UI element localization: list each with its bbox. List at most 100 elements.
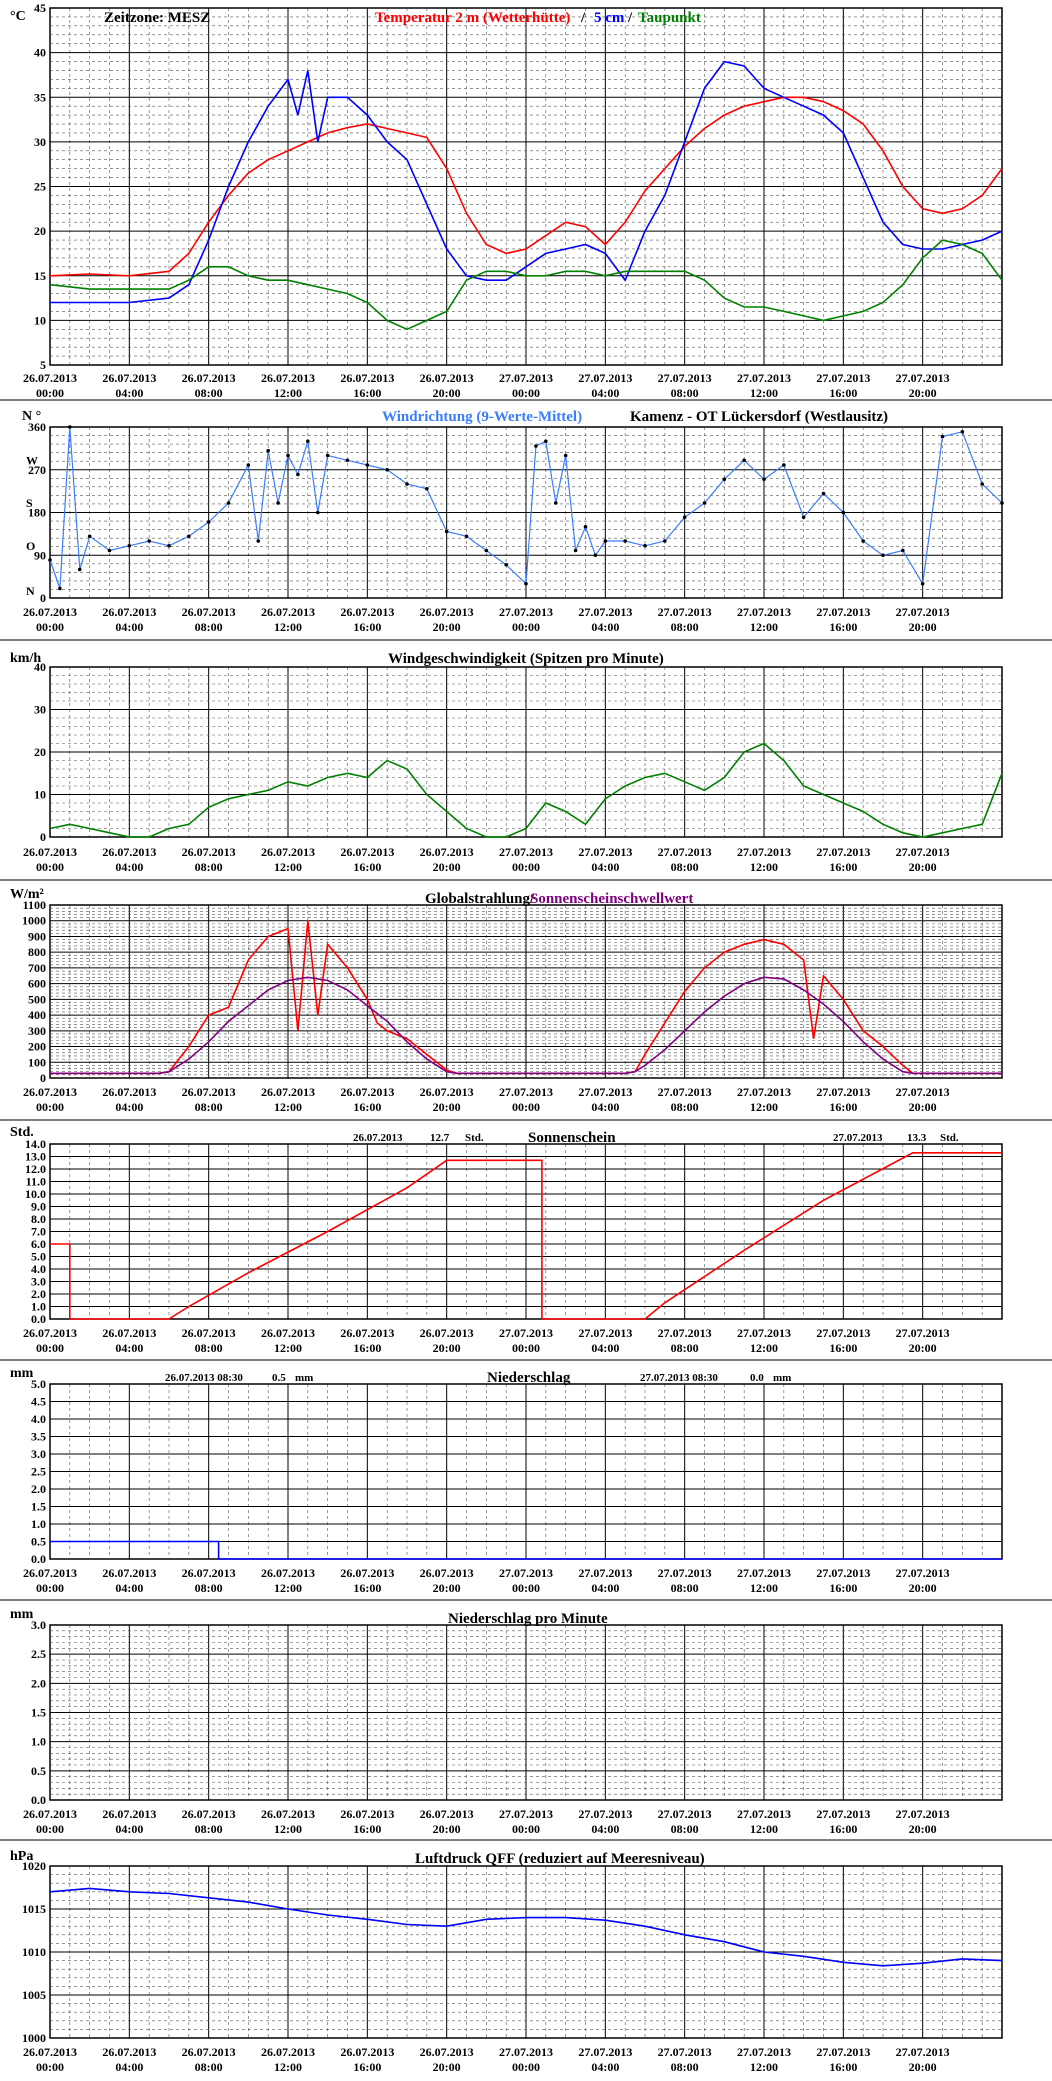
x-tick-time: 04:00	[591, 1822, 619, 1836]
x-tick-date: 27.07.2013	[896, 605, 950, 619]
x-tick-time: 08:00	[671, 620, 699, 634]
y-tick-label: 35	[34, 90, 46, 104]
x-tick-time: 08:00	[195, 620, 223, 634]
y-tick-label: 90	[34, 548, 46, 562]
x-tick-time: 12:00	[750, 1581, 778, 1595]
y-tick-label: 1000	[22, 914, 46, 928]
y-tick-label: 3.0	[31, 1618, 46, 1632]
y-tick-label: 7.0	[31, 1225, 46, 1239]
precip-minute-y-ticks: 0.0 0.5 1.0 1.5 2.0 2.5 3.0	[31, 1618, 46, 1807]
x-tick-time: 00:00	[512, 620, 540, 634]
x-tick-date: 27.07.2013	[658, 2045, 712, 2059]
precip-total-value-2: 0.0	[750, 1372, 764, 1384]
wind-speed-marks	[49, 742, 1003, 838]
y-tick-label: 200	[28, 1040, 46, 1054]
data-point	[841, 510, 846, 515]
x-tick-date: 27.07.2013	[658, 1326, 712, 1340]
y-tick-label: 11.0	[26, 1175, 46, 1189]
x-tick-date: 26.07.2013	[102, 1807, 156, 1821]
x-tick-time: 00:00	[512, 2060, 540, 2074]
data-point	[980, 482, 984, 486]
data-point	[127, 543, 132, 548]
y-tick-label: 3.0	[31, 1447, 46, 1461]
x-tick-time: 08:00	[195, 1341, 223, 1355]
data-point	[901, 548, 905, 553]
precipitation-y-ticks: 0.0 0.5 1.0 1.5 2.0 2.5 3.0 3.5 4.0 4.5 5.0	[31, 1377, 46, 1566]
x-tick-date: 26.07.2013	[102, 371, 156, 385]
x-tick-time: 08:00	[195, 1581, 223, 1595]
x-tick-date: 27.07.2013	[658, 1085, 712, 1099]
timezone-label: Zeitzone: MESZ	[104, 10, 210, 26]
x-tick-time: 00:00	[512, 1581, 540, 1595]
x-tick-time: 16:00	[829, 1100, 857, 1114]
x-tick-time: 12:00	[750, 1100, 778, 1114]
y-tick-label: 360	[28, 420, 46, 434]
x-tick-time: 12:00	[274, 386, 302, 400]
pressure-marks	[49, 1887, 1003, 1967]
y-tick-label: 300	[28, 1024, 46, 1038]
data-point	[663, 539, 667, 543]
temperature-marks	[49, 60, 1003, 331]
data-point	[296, 472, 300, 477]
x-tick-time: 00:00	[36, 620, 64, 634]
x-tick-time: 00:00	[512, 1822, 540, 1836]
x-tick-time: 08:00	[195, 860, 223, 874]
y-tick-label: 4.0	[31, 1262, 46, 1276]
pressure-grid	[49, 1865, 1003, 2039]
y-tick-label: 2.0	[31, 1287, 46, 1301]
y-tick-label: 1010	[22, 1945, 46, 1959]
y-tick-label: 10.0	[25, 1187, 46, 1201]
x-tick-time: 16:00	[829, 620, 857, 634]
wind-speed-x-ticks: 26.07.201300:0026.07.201304:0026.07.2013…	[23, 845, 950, 874]
data-point	[623, 539, 627, 543]
y-tick-label: 20	[34, 224, 46, 238]
data-point	[920, 581, 925, 586]
series-line-niederschlag	[50, 1540, 1002, 1560]
data-point	[940, 434, 945, 439]
x-tick-date: 27.07.2013	[816, 1326, 870, 1340]
x-tick-date: 26.07.2013	[340, 1566, 394, 1580]
x-tick-date: 26.07.2013	[23, 2045, 77, 2059]
precip-total-unit-2: mm	[773, 1372, 791, 1384]
x-tick-time: 12:00	[274, 620, 302, 634]
data-point	[405, 482, 409, 486]
x-tick-time: 20:00	[433, 386, 461, 400]
precip-minute-title: Niederschlag pro Minute	[448, 1611, 608, 1627]
precip-total-unit-1: mm	[295, 1372, 313, 1384]
precipitation-x-ticks: 26.07.201300:0026.07.201304:0026.07.2013…	[23, 1566, 950, 1595]
x-tick-time: 04:00	[591, 1341, 619, 1355]
y-tick-label: 0.0	[31, 1312, 46, 1326]
x-tick-date: 27.07.2013	[658, 371, 712, 385]
wind-speed-grid	[49, 666, 1003, 838]
x-tick-date: 27.07.2013	[499, 1085, 553, 1099]
x-tick-time: 12:00	[750, 860, 778, 874]
x-tick-time: 04:00	[115, 1822, 143, 1836]
x-tick-time: 04:00	[115, 2060, 143, 2074]
data-point	[801, 515, 806, 520]
x-tick-time: 00:00	[36, 860, 64, 874]
y-tick-label: 40	[34, 46, 46, 60]
sunshine-total-date-1: 26.07.2013	[353, 1132, 403, 1144]
data-point	[881, 553, 885, 558]
x-tick-date: 26.07.2013	[182, 605, 236, 619]
y-tick-label: 270	[28, 463, 46, 477]
x-tick-date: 26.07.2013	[420, 1326, 474, 1340]
data-point	[58, 586, 62, 591]
x-tick-time: 20:00	[909, 386, 937, 400]
data-point	[762, 477, 766, 482]
wind-direction-marks	[48, 425, 1004, 591]
wind-direction-y-ticks: 0 90 180 270 360	[28, 420, 46, 605]
x-tick-time: 04:00	[591, 1581, 619, 1595]
series-line-5-cm	[50, 60, 1003, 304]
y-tick-label: 600	[28, 977, 46, 991]
x-tick-time: 16:00	[353, 1100, 381, 1114]
x-tick-time: 04:00	[591, 620, 619, 634]
data-point	[325, 453, 330, 458]
x-tick-date: 27.07.2013	[737, 1566, 791, 1580]
data-point	[306, 439, 310, 444]
y-tick-label: 25	[34, 180, 46, 194]
temperature-unit: °C	[10, 9, 26, 24]
x-tick-time: 20:00	[433, 2060, 461, 2074]
